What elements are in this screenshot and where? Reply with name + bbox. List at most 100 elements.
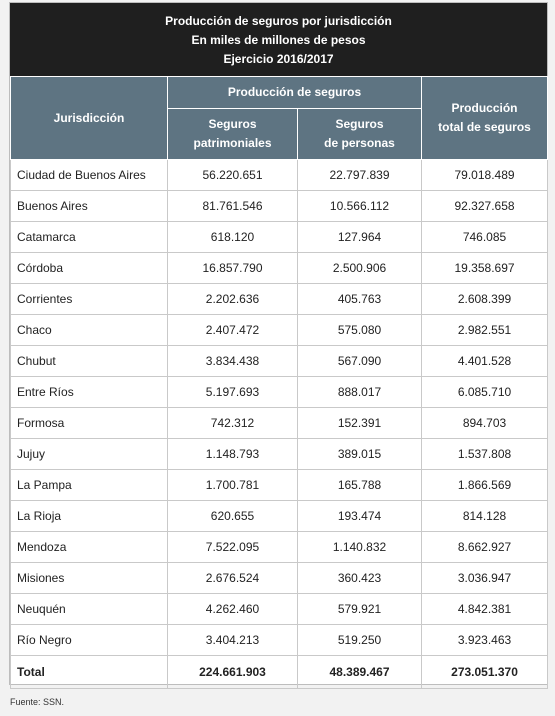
- cell-patrimoniales: 3.834.438: [167, 345, 298, 377]
- header-personas-line-2: de personas: [324, 136, 395, 150]
- cell-jurisdiccion: Río Negro: [10, 624, 168, 656]
- cell-personas: 575.080: [296, 314, 423, 346]
- cell-total: 894.703: [421, 407, 549, 439]
- table-row: La Pampa 1.700.781 165.788 1.866.569: [10, 469, 549, 501]
- cell-jurisdiccion: Córdoba: [10, 252, 168, 284]
- cell-total: 6.085.710: [421, 376, 549, 408]
- cell-total: 3.923.463: [421, 624, 549, 656]
- cell-jurisdiccion: Mendoza: [10, 531, 168, 563]
- table-row: Buenos Aires 81.761.546 10.566.112 92.32…: [10, 190, 549, 222]
- cell-jurisdiccion: Chaco: [10, 314, 168, 346]
- header-row-1: Jurisdicción Producción de seguros Produ…: [10, 76, 549, 160]
- cell-personas: 22.797.839: [296, 159, 423, 191]
- cell-personas: 193.474: [296, 500, 423, 532]
- table-row: Río Negro 3.404.213 519.250 3.923.463: [10, 624, 549, 656]
- table-row: Misiones 2.676.524 360.423 3.036.947: [10, 562, 549, 594]
- source-note: Fuente: SSN.: [10, 697, 65, 707]
- cell-patrimoniales: 2.202.636: [167, 283, 298, 315]
- cell-jurisdiccion: Neuquén: [10, 593, 168, 625]
- cell-total: 92.327.658: [421, 190, 549, 222]
- cell-patrimoniales: 618.120: [167, 221, 298, 253]
- cell-personas: 405.763: [296, 283, 423, 315]
- table-container: Producción de seguros por jurisdicción E…: [9, 2, 549, 689]
- cell-patrimoniales: 56.220.651: [167, 159, 298, 191]
- table-row: Chaco 2.407.472 575.080 2.982.551: [10, 314, 549, 346]
- header-patrimoniales-line-1: Seguros: [208, 117, 257, 131]
- total-total: 273.051.370: [421, 655, 549, 689]
- cell-jurisdiccion: Chubut: [10, 345, 168, 377]
- cell-patrimoniales: 2.407.472: [167, 314, 298, 346]
- cell-total: 8.662.927: [421, 531, 549, 563]
- cell-patrimoniales: 4.262.460: [167, 593, 298, 625]
- total-label: Total: [10, 655, 168, 689]
- cell-personas: 10.566.112: [296, 190, 423, 222]
- cell-total: 1.866.569: [421, 469, 549, 501]
- table-row: Corrientes 2.202.636 405.763 2.608.399: [10, 283, 549, 315]
- cell-patrimoniales: 7.522.095: [167, 531, 298, 563]
- cell-personas: 165.788: [296, 469, 423, 501]
- title-line-1: Producción de seguros por jurisdicción: [165, 14, 392, 28]
- cell-total: 746.085: [421, 221, 549, 253]
- cell-patrimoniales: 16.857.790: [167, 252, 298, 284]
- cell-jurisdiccion: Ciudad de Buenos Aires: [10, 159, 168, 191]
- cell-total: 1.537.808: [421, 438, 549, 470]
- cell-personas: 360.423: [296, 562, 423, 594]
- cell-personas: 1.140.832: [296, 531, 423, 563]
- cell-patrimoniales: 3.404.213: [167, 624, 298, 656]
- cell-jurisdiccion: La Pampa: [10, 469, 168, 501]
- cell-patrimoniales: 742.312: [167, 407, 298, 439]
- cell-personas: 579.921: [296, 593, 423, 625]
- header-row-2: Seguros patrimoniales Seguros de persona…: [11, 108, 548, 160]
- table-title: Producción de seguros por jurisdicción E…: [10, 3, 547, 76]
- total-patrimoniales: 224.661.903: [167, 655, 298, 689]
- cell-patrimoniales: 2.676.524: [167, 562, 298, 594]
- cell-total: 2.608.399: [421, 283, 549, 315]
- table-row: Neuquén 4.262.460 579.921 4.842.381: [10, 593, 549, 625]
- table-row: Formosa 742.312 152.391 894.703: [10, 407, 549, 439]
- cell-total: 4.401.528: [421, 345, 549, 377]
- cell-jurisdiccion: La Rioja: [10, 500, 168, 532]
- total-row: Total 224.661.903 48.389.467 273.051.370: [10, 655, 549, 689]
- cell-total: 79.018.489: [421, 159, 549, 191]
- cell-personas: 127.964: [296, 221, 423, 253]
- cell-total: 3.036.947: [421, 562, 549, 594]
- total-personas: 48.389.467: [296, 655, 423, 689]
- table-row: Entre Ríos 5.197.693 888.017 6.085.710: [10, 376, 549, 408]
- insurance-table: Jurisdicción Producción de seguros Produ…: [10, 76, 549, 689]
- cell-jurisdiccion: Catamarca: [10, 221, 168, 253]
- title-line-2: En miles de millones de pesos: [191, 33, 366, 47]
- table-row: Mendoza 7.522.095 1.140.832 8.662.927: [10, 531, 549, 563]
- table-row: Chubut 3.834.438 567.090 4.401.528: [10, 345, 549, 377]
- cell-patrimoniales: 1.148.793: [167, 438, 298, 470]
- header-personas: Seguros de personas: [296, 108, 423, 160]
- cell-patrimoniales: 620.655: [167, 500, 298, 532]
- table-row: Ciudad de Buenos Aires 56.220.651 22.797…: [10, 159, 549, 191]
- cell-jurisdiccion: Formosa: [10, 407, 168, 439]
- cell-jurisdiccion: Buenos Aires: [10, 190, 168, 222]
- table-row: La Rioja 620.655 193.474 814.128: [10, 500, 549, 532]
- title-line-3: Ejercicio 2016/2017: [223, 52, 334, 66]
- cell-jurisdiccion: Misiones: [10, 562, 168, 594]
- header-personas-line-1: Seguros: [335, 117, 384, 131]
- cell-jurisdiccion: Entre Ríos: [10, 376, 168, 408]
- cell-personas: 152.391: [296, 407, 423, 439]
- header-total-line-1: Producción: [451, 101, 518, 115]
- cell-personas: 2.500.906: [296, 252, 423, 284]
- cell-total: 814.128: [421, 500, 549, 532]
- header-patrimoniales-line-2: patrimoniales: [193, 136, 272, 150]
- cell-patrimoniales: 5.197.693: [167, 376, 298, 408]
- table-row: Jujuy 1.148.793 389.015 1.537.808: [10, 438, 549, 470]
- cell-personas: 567.090: [296, 345, 423, 377]
- cell-total: 19.358.697: [421, 252, 549, 284]
- header-total: Producción total de seguros: [421, 76, 549, 160]
- table-row: Catamarca 618.120 127.964 746.085: [10, 221, 549, 253]
- cell-patrimoniales: 1.700.781: [167, 469, 298, 501]
- table-row: Córdoba 16.857.790 2.500.906 19.358.697: [10, 252, 549, 284]
- header-total-line-2: total de seguros: [438, 120, 531, 134]
- cell-personas: 519.250: [296, 624, 423, 656]
- header-patrimoniales: Seguros patrimoniales: [167, 108, 298, 160]
- header-jurisdiccion: Jurisdicción: [10, 76, 168, 160]
- header-produccion-group: Producción de seguros: [166, 76, 423, 109]
- cell-personas: 888.017: [296, 376, 423, 408]
- cell-total: 2.982.551: [421, 314, 549, 346]
